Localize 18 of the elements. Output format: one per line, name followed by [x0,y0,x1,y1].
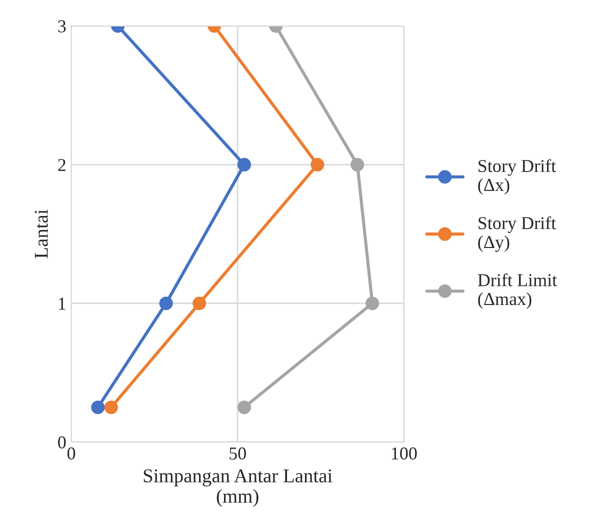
y-tick-label: 3 [58,20,66,32]
y-tick-label: 1 [58,298,66,310]
point [366,296,380,310]
point [104,400,118,414]
x-tick-label: 0 [67,447,76,460]
point [159,296,173,310]
x-tick-label: 50 [230,447,246,460]
legend-label: Drift Limit (Δmax) [478,273,558,309]
legend-label: Story Drift (Δx) [478,159,556,195]
x-tick-label: 100 [392,447,417,460]
y-axis-title: Lantai [34,210,48,258]
y-tick-label: 0 [58,436,66,448]
point [91,400,105,414]
legend-label: Story Drift (Δy) [478,216,556,252]
x-axis-title: Simpangan Antar Lantai (mm) [144,469,332,507]
point [192,296,206,310]
point [237,400,252,414]
y-tick-label: 2 [58,158,66,171]
